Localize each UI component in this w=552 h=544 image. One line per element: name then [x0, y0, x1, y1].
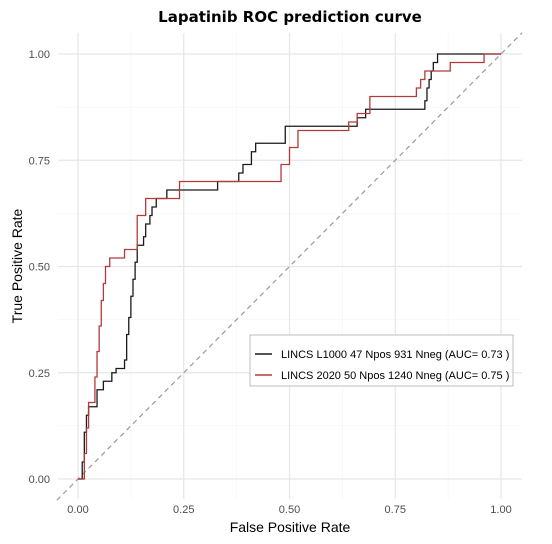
diagonal-reference-line: [56, 32, 523, 501]
x-axis-title: False Positive Rate: [230, 519, 351, 535]
y-tick-label: 0.50: [29, 262, 50, 274]
legend-label-lincs-l1000: LINCS L1000 47 Npos 931 Nneg (AUC= 0.73 …: [281, 349, 509, 361]
x-tick-label: 0.25: [173, 504, 194, 516]
x-tick-label: 0.00: [67, 504, 88, 516]
series-line-lincs-l1000: [78, 53, 501, 480]
x-tick-label: 1.00: [490, 504, 511, 516]
x-tick-label: 0.75: [385, 504, 406, 516]
legend: LINCS L1000 47 Npos 931 Nneg (AUC= 0.73 …: [249, 334, 514, 387]
series-layer: [78, 53, 501, 480]
legend-label-lincs-2020: LINCS 2020 50 Npos 1240 Nneg (AUC= 0.75 …: [281, 370, 509, 382]
legend-box: [249, 334, 514, 387]
y-axis-title: True Positive Rate: [9, 208, 25, 323]
chart-title: Lapatinib ROC prediction curve: [158, 8, 422, 26]
y-tick-label: 0.75: [29, 155, 50, 167]
x-tick-label: 0.50: [279, 504, 300, 516]
y-tick-label: 0.25: [29, 368, 50, 380]
tick-labels: 0.00 0.25 0.50 0.75 1.00 0.00 0.25 0.50 0.75 1.00: [29, 49, 512, 516]
y-tick-label: 1.00: [29, 49, 50, 61]
y-tick-label: 0.00: [29, 474, 50, 486]
series-line-lincs-2020: [78, 53, 501, 480]
